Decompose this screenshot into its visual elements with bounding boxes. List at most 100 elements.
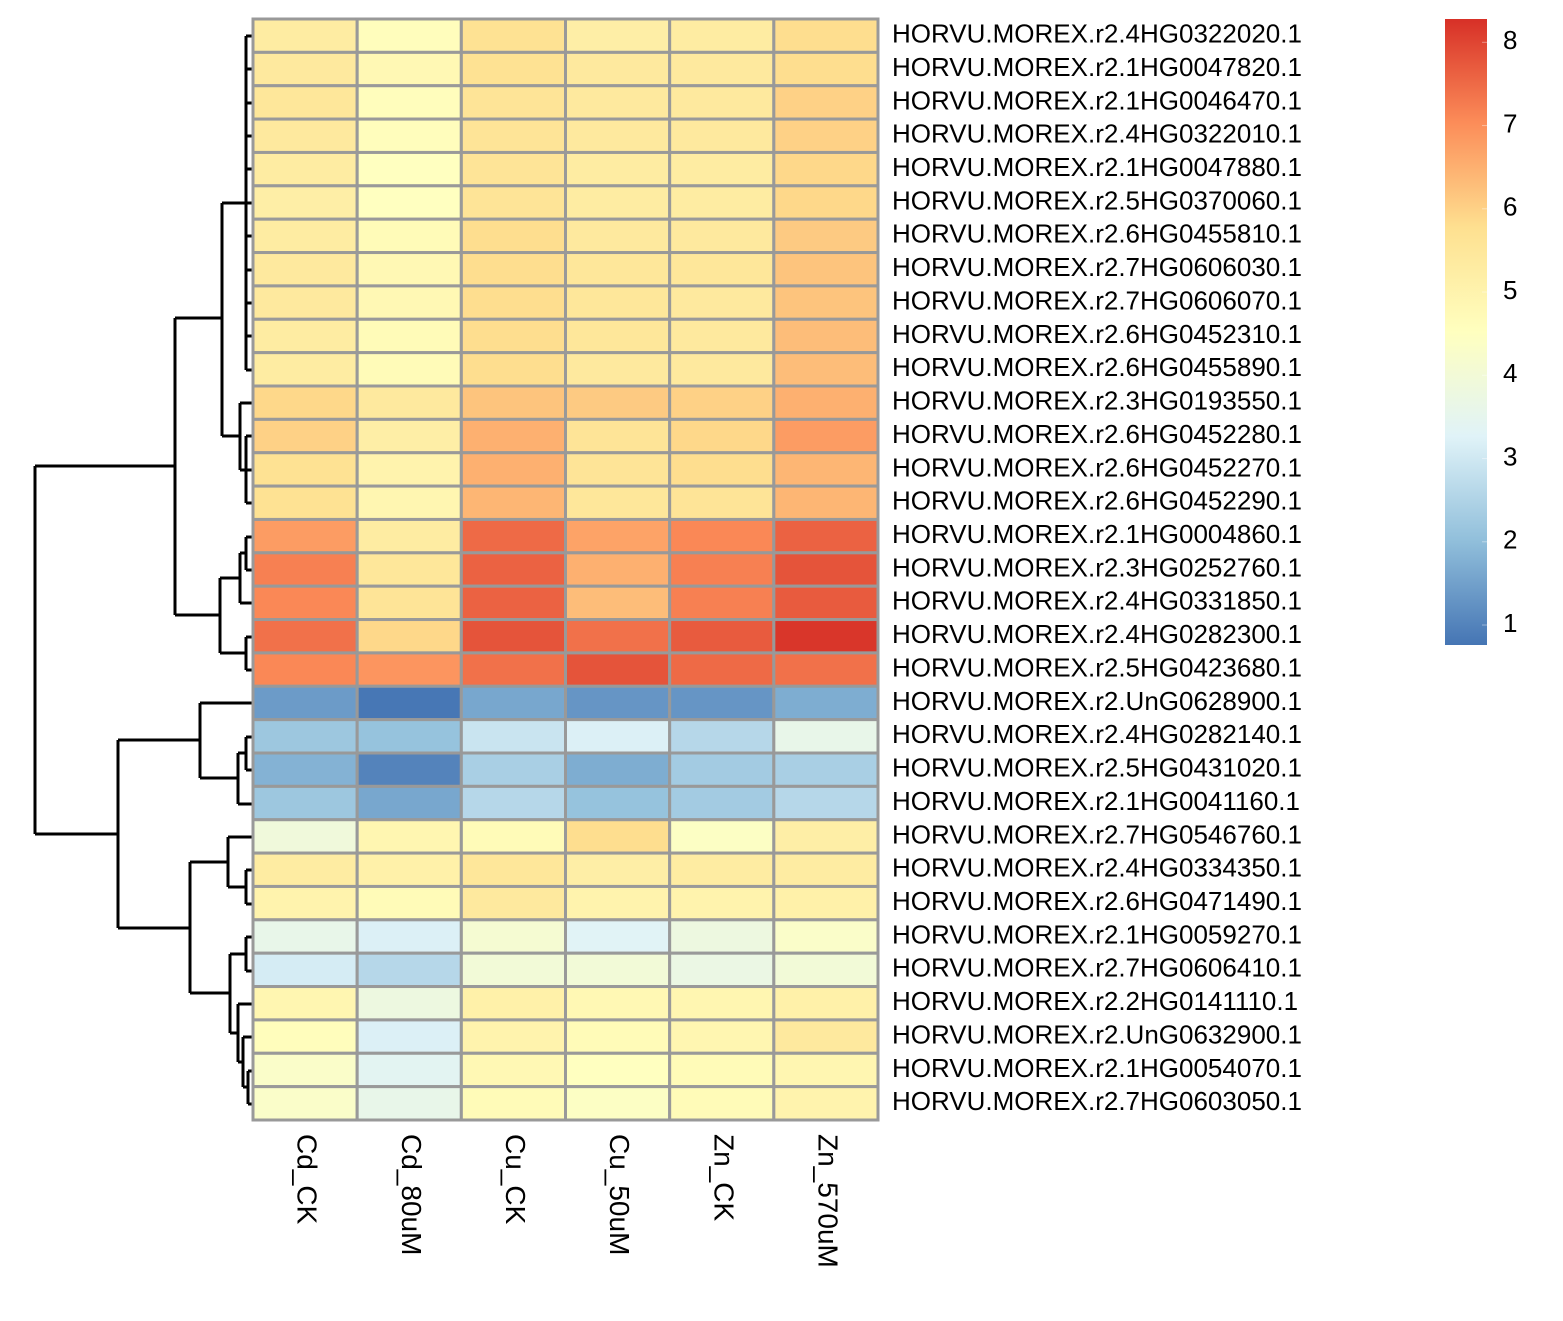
color-bar-tick-label: 6 xyxy=(1503,192,1517,222)
heatmap-cell xyxy=(564,484,672,521)
heatmap-cell xyxy=(668,84,776,121)
heatmap-cell xyxy=(772,351,880,388)
heatmap-cell xyxy=(251,284,359,321)
heatmap-cell xyxy=(355,517,463,555)
heatmap-cell xyxy=(251,384,359,421)
heatmap-cell xyxy=(668,784,776,822)
heatmap-cell xyxy=(564,84,672,121)
heatmap-cell xyxy=(668,651,776,688)
heatmap-cell xyxy=(459,317,568,355)
heatmap-cell xyxy=(668,818,776,855)
row-label: HORVU.MOREX.r2.4HG0334350.1 xyxy=(892,853,1302,883)
row-label: HORVU.MOREX.r2.5HG0370060.1 xyxy=(892,185,1302,215)
row-label: HORVU.MOREX.r2.UnG0632900.1 xyxy=(892,1019,1302,1049)
row-label: HORVU.MOREX.r2.4HG0322010.1 xyxy=(892,119,1302,149)
heatmap-cell xyxy=(668,284,776,321)
heatmap-cell xyxy=(251,184,359,221)
heatmap-cell xyxy=(459,1018,568,1055)
heatmap-cell xyxy=(772,284,880,321)
heatmap-cell xyxy=(564,117,672,154)
heatmap-cell xyxy=(355,17,463,54)
heatmap-cell xyxy=(355,684,463,722)
heatmap-cell xyxy=(772,184,880,221)
row-label: HORVU.MOREX.r2.4HG0282300.1 xyxy=(892,619,1302,649)
heatmap-cell xyxy=(772,718,880,755)
heatmap-cell xyxy=(251,84,359,121)
heatmap-cell xyxy=(772,584,880,622)
heatmap-cell xyxy=(355,451,463,488)
row-label: HORVU.MOREX.r2.5HG0431020.1 xyxy=(892,753,1302,783)
heatmap-cell xyxy=(772,317,880,355)
row-label: HORVU.MOREX.r2.4HG0322020.1 xyxy=(892,19,1302,49)
heatmap-cell xyxy=(251,150,359,188)
heatmap-cell xyxy=(668,217,776,255)
heatmap-cell xyxy=(459,50,568,88)
heatmap-cell xyxy=(251,551,359,588)
heatmap-cell xyxy=(564,517,672,555)
heatmap-cell xyxy=(251,417,359,455)
heatmap-cell xyxy=(355,818,463,855)
row-label: HORVU.MOREX.r2.7HG0606410.1 xyxy=(892,953,1302,983)
heatmap-cell xyxy=(772,551,880,588)
heatmap-cell xyxy=(459,784,568,822)
heatmap-cell xyxy=(459,384,568,421)
heatmap-cell xyxy=(668,1085,776,1122)
heatmap-cell xyxy=(564,1051,672,1089)
row-label: HORVU.MOREX.r2.3HG0252760.1 xyxy=(892,552,1302,582)
heatmap-cell xyxy=(668,584,776,622)
heatmap-cell xyxy=(668,150,776,188)
row-label: HORVU.MOREX.r2.4HG0282140.1 xyxy=(892,719,1302,749)
heatmap-cell xyxy=(772,751,880,788)
heatmap-cell xyxy=(459,184,568,221)
column-label: Cu_CK xyxy=(500,1134,531,1225)
heatmap-cell xyxy=(564,751,672,788)
heatmap-cell xyxy=(355,551,463,588)
heatmap-cell xyxy=(564,684,672,722)
heatmap-cell xyxy=(668,718,776,755)
color-bar-tick-label: 3 xyxy=(1503,441,1517,471)
heatmap-cell xyxy=(772,150,880,188)
heatmap-cell xyxy=(251,784,359,822)
column-label: Cu_50uM xyxy=(604,1134,635,1255)
heatmap-cell xyxy=(668,951,776,989)
heatmap-cell xyxy=(668,184,776,221)
heatmap-cell xyxy=(668,17,776,54)
heatmap-cell xyxy=(564,985,672,1022)
row-label: HORVU.MOREX.r2.1HG0047820.1 xyxy=(892,52,1302,82)
heatmap-cell xyxy=(355,985,463,1022)
heatmap-cell xyxy=(668,751,776,788)
column-label: Zn_570uM xyxy=(813,1134,844,1268)
heatmap-cell xyxy=(459,117,568,154)
column-label: Cd_80uM xyxy=(396,1134,427,1255)
heatmap-cell xyxy=(355,951,463,989)
heatmap-cell xyxy=(668,1051,776,1089)
heatmap-cell xyxy=(772,484,880,521)
heatmap-cell xyxy=(355,884,463,922)
row-dendrogram xyxy=(33,34,253,1106)
heatmap-cell xyxy=(355,384,463,421)
heatmap-cell xyxy=(772,818,880,855)
heatmap-cell xyxy=(459,951,568,989)
heatmap-cell xyxy=(772,117,880,154)
heatmap-cell xyxy=(251,618,359,655)
row-label: HORVU.MOREX.r2.6HG0471490.1 xyxy=(892,886,1302,916)
heatmap-cell xyxy=(564,17,672,54)
heatmap-cell xyxy=(772,851,880,888)
heatmap-cell xyxy=(564,584,672,622)
heatmap-cell xyxy=(772,217,880,255)
heatmap-cell xyxy=(772,1085,880,1122)
heatmap-cell xyxy=(251,951,359,989)
heatmap-cell xyxy=(564,417,672,455)
heatmap-cell xyxy=(251,1051,359,1089)
heatmap-cell xyxy=(772,918,880,955)
heatmap-cell xyxy=(355,918,463,955)
heatmap-cell xyxy=(355,618,463,655)
heatmap-cell xyxy=(564,618,672,655)
heatmap-cell xyxy=(459,284,568,321)
heatmap-cell xyxy=(251,251,359,288)
heatmap-cell xyxy=(251,651,359,688)
heatmap-cell xyxy=(459,651,568,688)
row-label: HORVU.MOREX.r2.UnG0628900.1 xyxy=(892,686,1302,716)
heatmap-cell xyxy=(668,517,776,555)
heatmap-cell xyxy=(772,50,880,88)
